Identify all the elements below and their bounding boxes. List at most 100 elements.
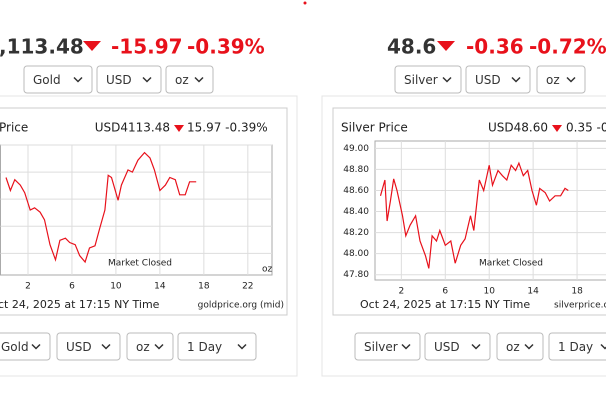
- select[interactable]: Gold: [0, 332, 51, 361]
- price-line: [5, 151, 197, 264]
- select-box: [96, 65, 162, 94]
- x-tick-label: 10: [110, 282, 122, 292]
- select-box: [424, 332, 491, 361]
- x-tick-label: 22: [242, 282, 253, 292]
- y-tick-label: 48.60: [343, 186, 369, 196]
- chevron: [524, 343, 534, 350]
- quote-change: 15.97 -0.39%: [187, 121, 268, 135]
- source: silverprice.org: [554, 301, 606, 311]
- select-box: [465, 65, 531, 94]
- select[interactable]: USD: [56, 332, 121, 361]
- chevron: [471, 343, 481, 350]
- select-box: [496, 332, 544, 361]
- price-line: [379, 161, 569, 269]
- quote: USD4113.48: [95, 121, 170, 135]
- silver-change-pct: -0.72%: [529, 35, 606, 59]
- select-box: [23, 65, 93, 94]
- select-label: USD: [106, 73, 132, 87]
- select-label: USD: [434, 340, 460, 354]
- select-label: Silver: [404, 73, 438, 87]
- x-tick-label: 2: [398, 287, 404, 297]
- chevron: [73, 76, 83, 83]
- x-tick-label: 18: [571, 287, 583, 297]
- select-box: [177, 332, 257, 361]
- chevron: [511, 76, 521, 83]
- down-arrow: [437, 41, 455, 51]
- select[interactable]: Gold: [23, 65, 93, 94]
- select-box: [126, 332, 174, 361]
- select-box: [56, 332, 121, 361]
- date: ct 24, 2025 at 17:15 NY Time: [0, 298, 160, 311]
- chevron: [101, 343, 111, 350]
- source: goldprice.org (mid): [198, 301, 284, 311]
- select-box: [394, 65, 462, 94]
- chevron: [566, 76, 576, 83]
- select-label: Gold: [33, 73, 61, 87]
- y-tick-label: 49.00: [343, 144, 369, 154]
- select[interactable]: oz: [496, 332, 544, 361]
- gold-change-pct: -0.39%: [187, 35, 265, 59]
- y-tick-label: 48.20: [343, 228, 369, 238]
- chevron: [194, 76, 204, 83]
- chevron: [154, 343, 164, 350]
- select-label: 1 Day: [558, 340, 593, 354]
- select-label: USD: [66, 340, 92, 354]
- down-arrow: [552, 125, 562, 132]
- y-tick-label: 48.40: [343, 207, 369, 217]
- chevron: [31, 343, 41, 350]
- gold-chart-box: [0, 107, 288, 316]
- select-box: [536, 65, 586, 94]
- chevron: [600, 343, 606, 350]
- chart-title: Price: [0, 121, 28, 135]
- chart-title: Silver Price: [341, 121, 408, 135]
- plot-area: [374, 140, 606, 281]
- silver-price: 48.6: [387, 35, 436, 59]
- select-box: [165, 65, 214, 94]
- select-box: [354, 332, 421, 361]
- quote: USD48.60: [488, 121, 548, 135]
- x-tick-label: 14: [527, 287, 539, 297]
- select[interactable]: Silver: [354, 332, 421, 361]
- gold-change: -15.97: [111, 35, 183, 59]
- x-tick-label: 6: [442, 287, 448, 297]
- x-tick-label: 18: [198, 282, 210, 292]
- y-tick-label: 48.80: [343, 165, 369, 175]
- chevron: [401, 343, 411, 350]
- select[interactable]: USD: [96, 65, 162, 94]
- market-note: Market Closed: [108, 259, 172, 269]
- select-box: [548, 332, 606, 361]
- quote-change: 0.35 -0: [566, 121, 606, 135]
- select-label: USD: [475, 73, 501, 87]
- select[interactable]: oz: [126, 332, 174, 361]
- select-label: Silver: [364, 340, 398, 354]
- y-tick-label: 47.80: [343, 270, 369, 280]
- down-arrow: [83, 41, 101, 51]
- silver-change: -0.36: [466, 35, 524, 59]
- dot: [303, 1, 307, 5]
- select[interactable]: 1 Day: [177, 332, 257, 361]
- date: Oct 24, 2025 at 17:15 NY Time: [360, 298, 530, 311]
- unit: oz: [262, 265, 273, 275]
- y-tick-label: 48.00: [343, 249, 369, 259]
- select[interactable]: oz: [536, 65, 586, 94]
- gold-price: ,113.48: [0, 35, 84, 59]
- select[interactable]: USD: [465, 65, 531, 94]
- select-box: [0, 332, 51, 361]
- select-label: oz: [546, 73, 560, 87]
- x-tick-label: 10: [483, 287, 495, 297]
- chevron: [237, 343, 247, 350]
- select-label: Gold: [1, 340, 29, 354]
- select-label: oz: [136, 340, 150, 354]
- select[interactable]: Silver: [394, 65, 462, 94]
- down-arrow: [174, 125, 184, 132]
- chevron: [142, 76, 152, 83]
- select[interactable]: USD: [424, 332, 491, 361]
- chevron: [442, 76, 452, 83]
- select-label: oz: [506, 340, 520, 354]
- select-label: oz: [175, 73, 189, 87]
- select[interactable]: oz: [165, 65, 214, 94]
- x-tick-label: 6: [69, 282, 75, 292]
- select[interactable]: 1 Day: [548, 332, 606, 361]
- x-tick-label: 2: [25, 282, 31, 292]
